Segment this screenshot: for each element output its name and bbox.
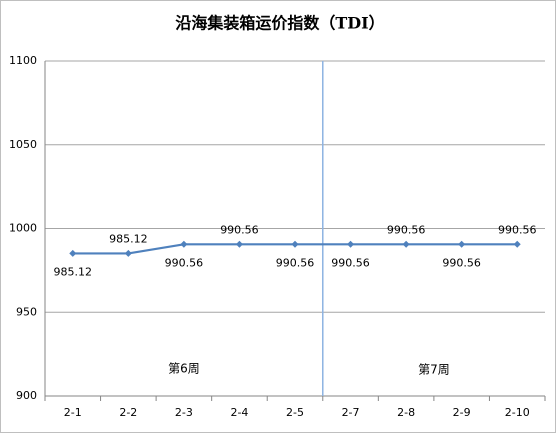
week-label: 第6周	[168, 362, 200, 376]
x-tick-label: 2-3	[175, 406, 193, 419]
marker	[291, 240, 299, 248]
y-tick-label: 1050	[9, 138, 37, 151]
marker	[347, 240, 355, 248]
data-label: 990.56	[276, 256, 315, 269]
x-tick-label: 2-8	[397, 406, 415, 419]
marker	[180, 240, 188, 248]
data-label: 990.56	[165, 256, 204, 269]
marker	[235, 240, 243, 248]
x-tick-label: 2-1	[64, 406, 82, 419]
marker	[402, 240, 410, 248]
y-tick-label: 950	[16, 305, 37, 318]
x-tick-label: 2-7	[342, 406, 360, 419]
data-label: 990.56	[387, 223, 426, 236]
marker	[458, 240, 466, 248]
y-tick-label: 900	[16, 389, 37, 402]
data-label: 990.56	[331, 256, 370, 269]
marker	[69, 249, 77, 257]
week-label: 第7周	[418, 363, 450, 377]
x-tick-label: 2-4	[230, 406, 248, 419]
marker	[513, 240, 521, 248]
y-tick-label: 1000	[9, 222, 37, 235]
x-tick-label: 2-9	[453, 406, 471, 419]
x-tick-label: 2-10	[505, 406, 530, 419]
y-tick-label: 1100	[9, 54, 37, 67]
chart-title: 沿海集装箱运价指数（TDI）	[175, 14, 384, 33]
x-tick-label: 2-2	[119, 406, 137, 419]
data-label: 985.12	[54, 265, 93, 278]
data-label: 990.56	[498, 223, 537, 236]
x-tick-label: 2-5	[286, 406, 304, 419]
data-label: 985.12	[109, 232, 148, 245]
marker	[124, 249, 132, 257]
data-label: 990.56	[442, 256, 481, 269]
data-label: 990.56	[220, 223, 259, 236]
